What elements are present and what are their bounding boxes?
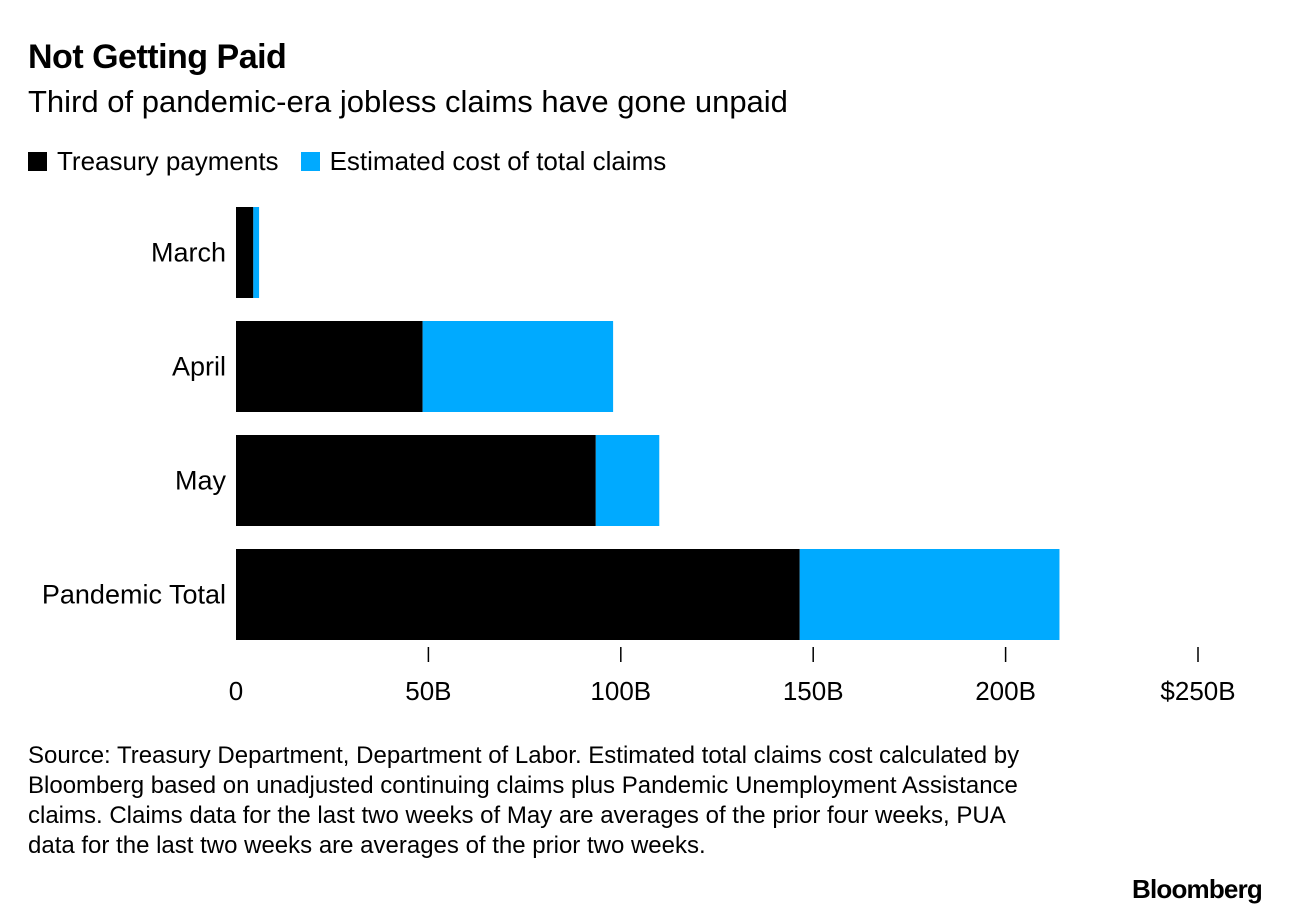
bar-pandemic-total-estimated: [799, 549, 1060, 640]
bar-pandemic-total-treasury: [236, 549, 800, 640]
legend-item-estimated: Estimated cost of total claims: [300, 146, 667, 177]
category-label-pandemic-total: Pandemic Total: [42, 580, 226, 610]
legend-label-treasury: Treasury payments: [57, 146, 279, 176]
x-tick-label: 200B: [975, 676, 1036, 706]
category-label-april: April: [172, 352, 226, 382]
bar-april-treasury: [236, 321, 423, 412]
bloomberg-logo: Bloomberg: [1131, 874, 1263, 904]
bar-may-treasury: [236, 435, 596, 526]
x-tick-label: 50B: [405, 676, 451, 706]
source-note: Source: Treasury Department, Department …: [28, 742, 1020, 859]
legend-item-treasury: Treasury payments: [28, 146, 279, 177]
bar-march-estimated: [253, 207, 260, 298]
x-tick-label: 100B: [590, 676, 651, 706]
stacked-bar-chart: March April May Pandemic Total 0 50B 100B 150B 2…: [42, 207, 1236, 706]
bar-march-treasury: [236, 207, 254, 298]
category-label-may: May: [175, 466, 227, 496]
legend-label-estimated: Estimated cost of total claims: [329, 146, 667, 176]
legend-swatch-estimated: [300, 152, 320, 171]
x-tick-label: 0: [229, 676, 243, 706]
chart-title: Not Getting Paid: [28, 38, 287, 76]
legend: Treasury payments Estimated cost of tota…: [28, 146, 688, 177]
bar-may-estimated: [595, 435, 660, 526]
chart-subtitle: Third of pandemic-era jobless claims hav…: [28, 84, 788, 119]
x-tick-label: $250B: [1160, 676, 1235, 706]
bar-april-estimated: [422, 321, 614, 412]
legend-swatch-treasury: [28, 152, 47, 171]
x-tick-label: 150B: [783, 676, 844, 706]
category-label-march: March: [151, 238, 226, 268]
